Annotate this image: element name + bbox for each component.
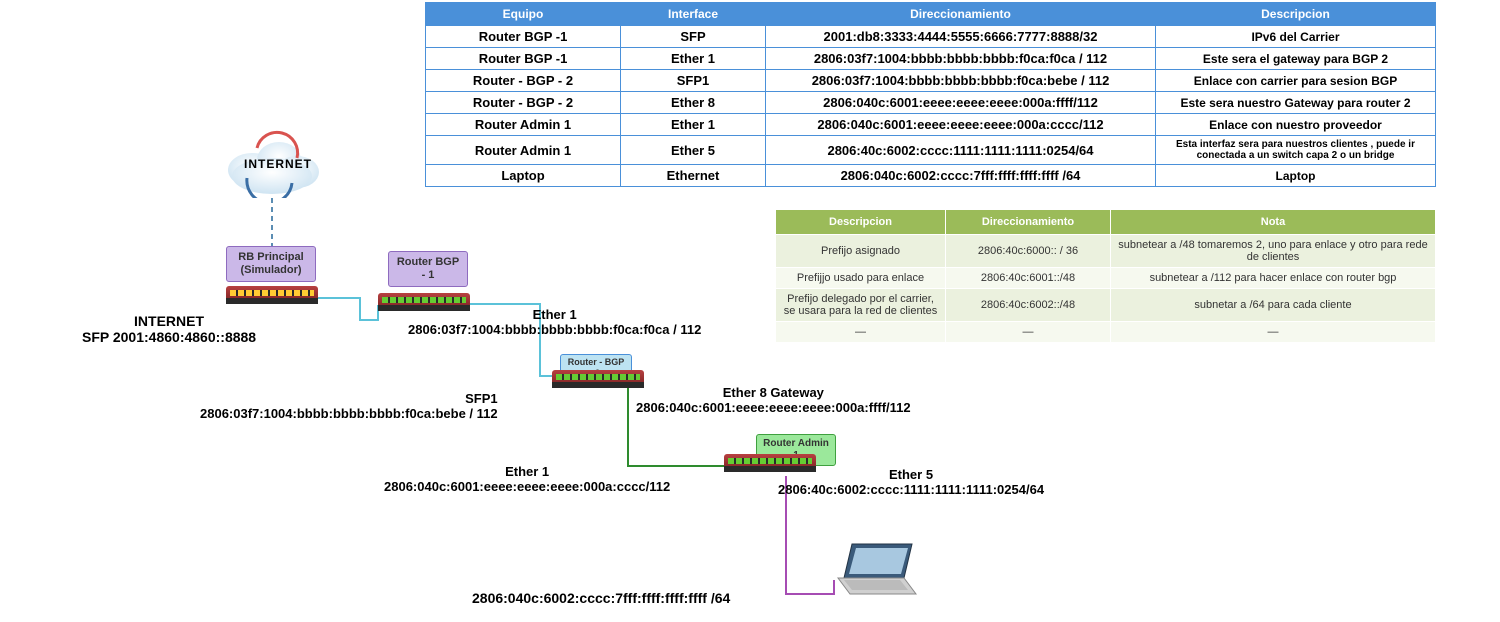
tbl1-cell: Enlace con nuestro proveedor bbox=[1156, 114, 1436, 136]
tbl1-cell: Router Admin 1 bbox=[426, 114, 621, 136]
tbl1-cell: Ether 8 bbox=[621, 92, 766, 114]
rb-principal-label: RB Principal (Simulador) bbox=[226, 246, 316, 282]
internet-cloud-label: INTERNET bbox=[244, 157, 312, 171]
tbl1-cell: IPv6 del Carrier bbox=[1156, 26, 1436, 48]
tbl1-cell: Ether 5 bbox=[621, 136, 766, 165]
tbl1-header: Equipo bbox=[426, 3, 621, 26]
tbl1-cell: 2806:40c:6002:cccc:1111:1111:1111:0254/6… bbox=[766, 136, 1156, 165]
caption-internet-sfp: INTERNET SFP 2001:4860:4860::8888 bbox=[82, 313, 256, 345]
tbl1-cell: Router - BGP - 2 bbox=[426, 70, 621, 92]
caption-ether8-gateway: Ether 8 Gateway 2806:040c:6001:eeee:eeee… bbox=[636, 385, 911, 415]
tbl2-header: Descripcion bbox=[776, 210, 946, 235]
tbl2-cell: subnetear a /112 para hacer enlace con r… bbox=[1111, 268, 1436, 289]
tbl2-cell: Prefijjo usado para enlace bbox=[776, 268, 946, 289]
tbl2-cell: Prefijo delegado por el carrier, se usar… bbox=[776, 289, 946, 322]
router-bgp1-label: Router BGP - 1 bbox=[388, 251, 468, 287]
tbl2-cell: subnetear a /48 tomaremos 2, uno para en… bbox=[1111, 235, 1436, 268]
prefix-table: DescripcionDireccionamientoNota Prefijo … bbox=[775, 209, 1436, 343]
tbl1-cell: Ether 1 bbox=[621, 48, 766, 70]
tbl1-cell: Laptop bbox=[1156, 165, 1436, 187]
caption-ether1-admin: Ether 1 2806:040c:6001:eeee:eeee:eeee:00… bbox=[384, 464, 670, 494]
tbl2-cell: — bbox=[776, 322, 946, 343]
tbl1-cell: Este sera el gateway para BGP 2 bbox=[1156, 48, 1436, 70]
tbl1-cell: 2806:040c:6001:eeee:eeee:eeee:000a:cccc/… bbox=[766, 114, 1156, 136]
tbl1-cell: 2806:03f7:1004:bbbb:bbbb:bbbb:f0ca:bebe … bbox=[766, 70, 1156, 92]
tbl1-cell: SFP1 bbox=[621, 70, 766, 92]
caption-ether5-admin: Ether 5 2806:40c:6002:cccc:1111:1111:111… bbox=[778, 467, 1044, 497]
tbl1-cell: Enlace con carrier para sesion BGP bbox=[1156, 70, 1436, 92]
tbl2-cell: subnetar a /64 para cada cliente bbox=[1111, 289, 1436, 322]
tbl1-header: Descripcion bbox=[1156, 3, 1436, 26]
tbl1-cell: Router BGP -1 bbox=[426, 48, 621, 70]
tbl1-cell: 2001:db8:3333:4444:5555:6666:7777:8888/3… bbox=[766, 26, 1156, 48]
tbl1-header: Direccionamiento bbox=[766, 3, 1156, 26]
tbl1-cell: SFP bbox=[621, 26, 766, 48]
tbl1-cell: 2806:040c:6002:cccc:7fff:ffff:ffff:ffff … bbox=[766, 165, 1156, 187]
caption-sfp1-bgp2: SFP1 2806:03f7:1004:bbbb:bbbb:bbbb:f0ca:… bbox=[200, 391, 498, 421]
tbl1-cell: Laptop bbox=[426, 165, 621, 187]
tbl2-header: Direccionamiento bbox=[946, 210, 1111, 235]
tbl1-cell: Router Admin 1 bbox=[426, 136, 621, 165]
tbl2-cell: 2806:40c:6002::/48 bbox=[946, 289, 1111, 322]
caption-ether1-bgp1: Ether 1 2806:03f7:1004:bbbb:bbbb:bbbb:f0… bbox=[408, 307, 701, 337]
laptop-icon bbox=[834, 540, 924, 600]
addressing-table: EquipoInterfaceDireccionamientoDescripci… bbox=[425, 2, 1436, 187]
tbl2-cell: — bbox=[946, 322, 1111, 343]
tbl2-cell: 2806:40c:6001::/48 bbox=[946, 268, 1111, 289]
tbl2-cell: 2806:40c:6000:: / 36 bbox=[946, 235, 1111, 268]
tbl1-header: Interface bbox=[621, 3, 766, 26]
tbl1-cell: Este sera nuestro Gateway para router 2 bbox=[1156, 92, 1436, 114]
caption-laptop-ip: 2806:040c:6002:cccc:7fff:ffff:ffff:ffff … bbox=[472, 590, 730, 606]
tbl1-cell: Router - BGP - 2 bbox=[426, 92, 621, 114]
tbl2-cell: Prefijo asignado bbox=[776, 235, 946, 268]
tbl1-cell: 2806:040c:6001:eeee:eeee:eeee:000a:ffff/… bbox=[766, 92, 1156, 114]
tbl2-cell: — bbox=[1111, 322, 1436, 343]
rb-principal-router-icon bbox=[226, 286, 318, 304]
tbl1-cell: Ethernet bbox=[621, 165, 766, 187]
router-bgp2-icon bbox=[552, 370, 644, 388]
tbl2-header: Nota bbox=[1111, 210, 1436, 235]
tbl1-cell: Ether 1 bbox=[621, 114, 766, 136]
tbl1-cell: 2806:03f7:1004:bbbb:bbbb:bbbb:f0ca:f0ca … bbox=[766, 48, 1156, 70]
tbl1-cell: Router BGP -1 bbox=[426, 26, 621, 48]
tbl1-cell: Esta interfaz sera para nuestros cliente… bbox=[1156, 136, 1436, 165]
